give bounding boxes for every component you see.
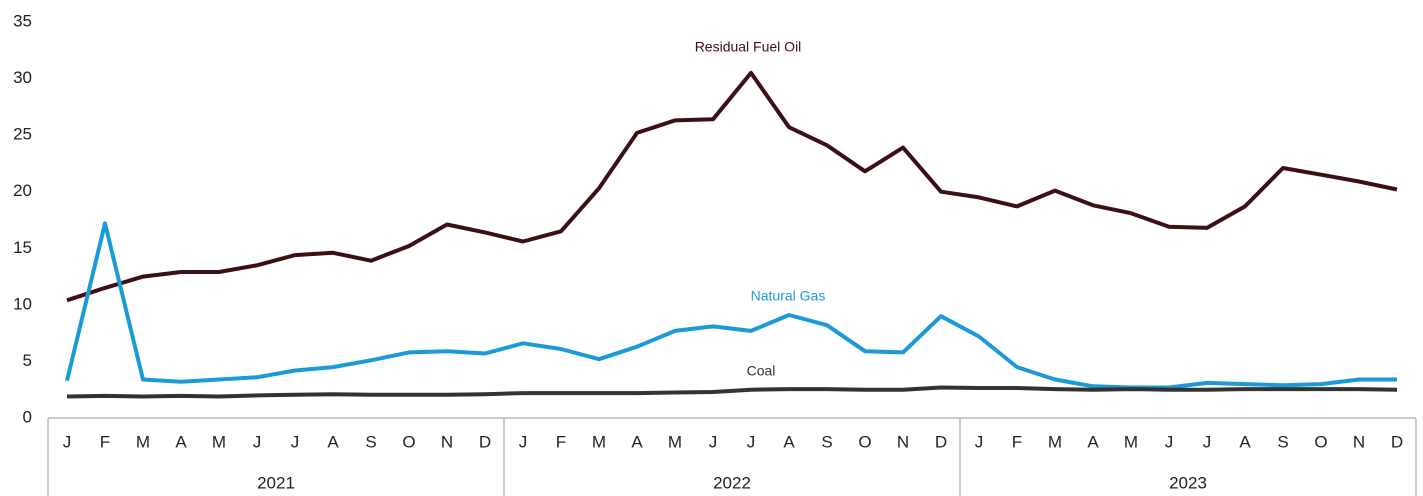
series-line [66,385,1398,399]
x-tick-label: J [747,432,756,451]
series-line [65,221,1397,390]
x-tick-label: D [935,432,947,451]
y-tick-label: 5 [23,351,32,370]
group-label: 2021 [257,473,295,492]
x-tick-label: F [1012,432,1022,451]
x-tick-label: J [709,432,718,451]
x-tick-label: J [975,432,984,451]
x-tick-label: M [212,432,226,451]
x-tick-label: A [783,432,795,451]
x-tick-label: D [1391,432,1403,451]
group-label: 2023 [1169,473,1207,492]
x-tick-label: M [592,432,606,451]
x-tick-label: J [291,432,300,451]
x-tick-label: J [1203,432,1212,451]
series-label: Residual Fuel Oil [695,39,802,55]
x-tick-label: S [821,432,832,451]
x-tick-label: A [631,432,643,451]
x-tick-label: N [441,432,453,451]
x-tick-label: M [1048,432,1062,451]
x-tick-label: O [402,432,415,451]
y-tick-label: 20 [13,181,32,200]
x-tick-label: A [327,432,339,451]
x-tick-label: J [1165,432,1174,451]
y-tick-label: 10 [13,294,32,313]
x-tick-label: F [556,432,566,451]
x-tick-label: M [136,432,150,451]
x-tick-label: N [897,432,909,451]
x-tick-label: A [1239,432,1251,451]
x-tick-label: A [1087,432,1099,451]
series-line [66,70,1398,303]
x-tick-label: S [365,432,376,451]
x-tick-label: J [253,432,262,451]
x-tick-label: O [1314,432,1327,451]
x-tick-label: F [100,432,110,451]
x-tick-label: J [63,432,72,451]
x-tick-label: J [519,432,528,451]
series-label: Natural Gas [751,288,826,304]
series-label: Coal [747,363,776,379]
x-tick-label: M [668,432,682,451]
y-tick-label: 30 [13,68,32,87]
x-tick-label: O [858,432,871,451]
y-tick-label: 0 [23,407,32,426]
group-label: 2022 [713,473,751,492]
x-tick-label: A [175,432,187,451]
x-tick-label: D [479,432,491,451]
y-tick-label: 35 [13,11,32,30]
x-tick-label: S [1277,432,1288,451]
y-tick-label: 25 [13,125,32,144]
x-tick-label: N [1353,432,1365,451]
y-tick-label: 15 [13,238,32,257]
x-tick-label: M [1124,432,1138,451]
